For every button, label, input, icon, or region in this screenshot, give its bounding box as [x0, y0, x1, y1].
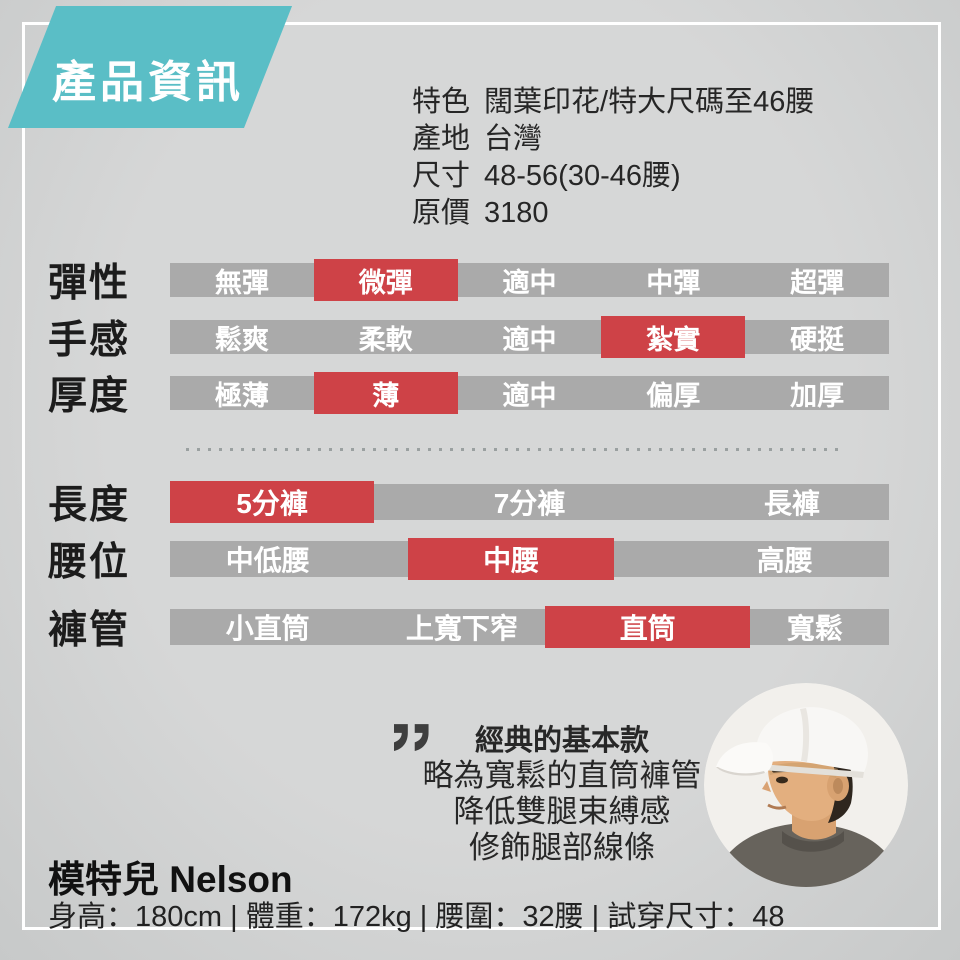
scale-bar: 鬆爽 柔軟 適中 紮實 硬挺 [170, 316, 889, 358]
scale-option-selected: 微彈 [313, 259, 458, 301]
scale-option: 硬挺 [790, 324, 845, 355]
info-value: 闊葉印花/特大尺碼至46腰 [484, 86, 815, 118]
page-title: 產品資訊 [52, 58, 244, 107]
product-info-row: 原價 3180 [412, 195, 814, 232]
scale-row-length: 長度 5分褲 7分褲 長褲 [48, 481, 889, 527]
scale-option: 高腰 [756, 545, 813, 576]
model-photo [704, 683, 908, 887]
scale-option: 適中 [502, 267, 557, 298]
info-label: 特色 [412, 86, 471, 118]
scale-option: 超彈 [790, 267, 845, 298]
scale-bar: 極薄 薄 適中 偏厚 加厚 [170, 372, 889, 414]
info-value: 3180 [484, 197, 549, 229]
product-info-row: 產地 台灣 [412, 121, 814, 158]
scale-bar: 中腰 中低腰 高腰 [170, 538, 889, 580]
scale-option: 適中 [502, 324, 557, 355]
scale-option: 適中 [502, 380, 557, 411]
style-title: 經典的基本款 [388, 724, 736, 758]
style-line: 略為寬鬆的直筒褲管 [422, 758, 702, 793]
style-description: 經典的基本款 略為寬鬆的直筒褲管 降低雙腿束縛感 修飾腿部線條 [388, 724, 736, 866]
scale-label: 厚度 [48, 375, 131, 418]
scale-option: 極薄 [214, 380, 269, 411]
scale-option: 上寬下窄 [405, 613, 518, 644]
scale-option-selected: 薄 [313, 372, 458, 414]
scale-option: 7分褲 [493, 488, 566, 519]
scale-bar: 無彈 微彈 適中 中彈 超彈 [170, 259, 889, 301]
scale-label: 長度 [48, 484, 131, 527]
dotted-divider [186, 448, 846, 451]
scale-option-selected: 中腰 [407, 538, 615, 580]
info-label: 原價 [412, 197, 471, 229]
scale-row-feel: 手感 鬆爽 柔軟 適中 紮實 硬挺 [48, 316, 889, 362]
scale-option: 偏厚 [646, 380, 701, 411]
scale-row-leg-cut: 褲管 直筒 小直筒 上寬下窄 寬鬆 [48, 606, 889, 652]
scale-row-thickness: 厚度 極薄 薄 適中 偏厚 加厚 [48, 372, 889, 418]
product-info-row: 特色 闊葉印花/特大尺碼至46腰 [412, 84, 814, 121]
scale-option: 柔軟 [358, 324, 413, 355]
white-frame-border [22, 22, 941, 930]
product-info-row: 尺寸 48-56(30-46腰) [412, 158, 814, 195]
scale-option-selected: 紮實 [601, 316, 745, 358]
model-name: 模特兒 Nelson [48, 859, 293, 900]
quote-icon [394, 724, 432, 760]
scale-label: 褲管 [48, 609, 131, 652]
scale-label: 手感 [48, 319, 131, 362]
info-value: 48-56(30-46腰) [484, 160, 681, 192]
model-stats: 身高：180cm | 體重：172kg | 腰圍：32腰 | 試穿尺寸：48 [48, 901, 785, 933]
info-value: 台灣 [484, 123, 543, 155]
scale-option: 鬆爽 [214, 324, 269, 355]
scale-row-waist-position: 腰位 中腰 中低腰 高腰 [48, 538, 889, 584]
scale-option-selected: 5分褲 [170, 481, 375, 523]
scale-option: 中彈 [646, 267, 701, 298]
scale-option-selected: 直筒 [545, 606, 751, 648]
scale-option: 加厚 [790, 380, 845, 411]
scale-option: 無彈 [214, 267, 269, 298]
scale-option: 小直筒 [225, 613, 310, 644]
scale-label: 腰位 [48, 541, 131, 584]
scale-bar: 直筒 小直筒 上寬下窄 寬鬆 [170, 606, 889, 648]
scale-row-elasticity: 彈性 無彈 微彈 適中 中彈 超彈 [48, 259, 889, 305]
scale-label: 彈性 [48, 262, 131, 305]
info-label: 尺寸 [412, 160, 471, 192]
style-line: 修飾腿部線條 [469, 830, 655, 865]
product-info-list: 特色 闊葉印花/特大尺碼至46腰 產地 台灣 尺寸 48-56(30-46腰) 原價 3… [412, 84, 814, 232]
style-line: 降低雙腿束縛感 [453, 794, 671, 829]
scale-bar: 5分褲 7分褲 長褲 [170, 481, 889, 523]
scale-option: 中低腰 [225, 545, 310, 576]
scale-option: 長褲 [763, 488, 820, 519]
scale-option: 寬鬆 [786, 613, 843, 644]
info-label: 產地 [412, 123, 471, 155]
